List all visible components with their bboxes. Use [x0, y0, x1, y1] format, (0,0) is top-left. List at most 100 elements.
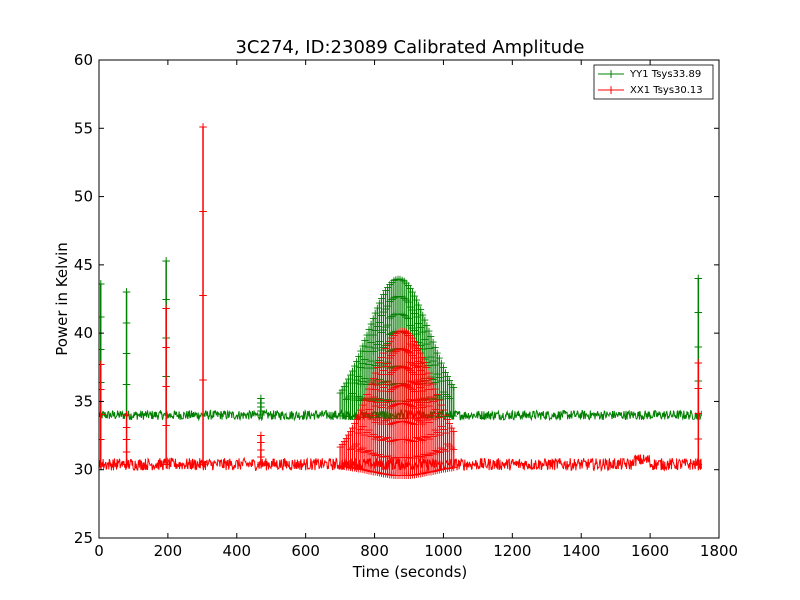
data-point-marker: + [340, 380, 349, 393]
data-point-marker: + [408, 451, 417, 464]
data-point-marker: + [414, 450, 423, 463]
data-point-marker: + [385, 335, 394, 348]
data-point-marker: + [406, 469, 415, 482]
data-point-marker: + [364, 424, 373, 437]
data-point-marker: + [441, 462, 450, 475]
data-point-marker: + [441, 444, 450, 457]
spike-marker: + [161, 254, 171, 268]
x-tick-label: 400 [222, 542, 251, 560]
data-point-marker: + [379, 323, 388, 336]
data-point-marker: + [356, 394, 365, 407]
data-point-marker: + [379, 450, 388, 463]
data-point-marker: + [346, 369, 355, 382]
data-point-marker: + [418, 401, 427, 414]
data-point-marker: + [389, 291, 398, 304]
data-point-marker: + [344, 410, 353, 423]
data-point-marker: + [429, 395, 438, 408]
data-point-marker: + [387, 469, 396, 482]
data-point-marker: + [352, 355, 361, 368]
data-point-marker: + [412, 412, 421, 425]
data-point-marker: + [426, 330, 435, 343]
y-tick-label: 25 [74, 529, 93, 547]
data-point-marker: + [360, 393, 369, 406]
data-point-marker: + [350, 410, 359, 423]
data-point-marker: + [362, 378, 371, 391]
spike-marker: + [693, 306, 703, 320]
data-point-marker: + [352, 373, 361, 386]
data-point-marker: + [371, 449, 380, 462]
legend: + YY1 Tsys33.89 + XX1 Tsys30.13 [593, 64, 714, 100]
data-point-marker: + [435, 352, 444, 365]
data-point-marker: + [364, 358, 373, 371]
data-point-marker: + [373, 431, 382, 444]
data-point-marker: + [420, 356, 429, 369]
data-point-marker: + [424, 449, 433, 462]
data-point-marker: + [398, 324, 407, 337]
y-tick-label: 45 [74, 256, 93, 274]
data-point-marker: + [358, 399, 367, 412]
data-point-marker: + [439, 443, 448, 456]
data-point-marker: + [429, 447, 438, 460]
data-point-marker: + [426, 350, 435, 363]
data-point-marker: + [352, 413, 361, 426]
data-point-marker: + [383, 338, 392, 351]
data-point-marker: + [433, 407, 442, 420]
data-point-marker: + [395, 415, 404, 428]
data-point-marker: + [379, 398, 388, 411]
data-point-marker: + [377, 434, 386, 447]
data-point-marker: + [437, 442, 446, 455]
data-point-marker: + [375, 297, 384, 310]
data-point-marker: + [400, 309, 409, 322]
data-point-marker: + [373, 466, 382, 479]
data-point-marker: + [381, 342, 390, 355]
data-point-marker: + [418, 467, 427, 480]
data-point-marker: + [375, 448, 384, 461]
data-point-marker: + [426, 447, 435, 460]
data-point-marker: + [385, 351, 394, 364]
data-point-marker: + [373, 338, 382, 351]
spike-marker: + [96, 310, 106, 324]
data-point-marker: + [398, 469, 407, 482]
data-point-marker: + [441, 408, 450, 421]
x-tick-label: 1800 [700, 542, 738, 560]
data-point-marker: + [418, 351, 427, 364]
data-point-marker: + [408, 332, 417, 345]
data-point-marker: + [360, 353, 369, 366]
x-tick-label: 1600 [631, 542, 669, 560]
data-point-marker: + [383, 431, 392, 444]
plot-area: ++++++++++++++++++++++++++++++++++++++++… [96, 120, 703, 482]
data-point-marker: + [350, 417, 359, 430]
data-point-marker: + [449, 381, 458, 394]
data-point-marker: + [346, 410, 355, 423]
data-point-marker: + [404, 398, 413, 411]
data-point-marker: + [375, 316, 384, 329]
data-point-marker: + [381, 360, 390, 373]
data-point-marker: + [420, 353, 429, 366]
data-point-marker: + [389, 274, 398, 287]
data-point-marker: + [391, 398, 400, 411]
data-point-marker: + [424, 433, 433, 446]
data-point-marker: + [364, 323, 373, 336]
legend-marker-xx1: + [606, 83, 616, 97]
data-point-marker: + [362, 407, 371, 420]
data-point-marker: + [340, 460, 349, 473]
data-point-marker: + [449, 443, 458, 456]
data-point-marker: + [449, 410, 458, 423]
data-point-marker: + [447, 461, 456, 474]
data-point-marker: + [416, 381, 425, 394]
data-point-marker: + [412, 450, 421, 463]
data-point-marker: + [426, 409, 435, 422]
data-point-marker: + [414, 432, 423, 445]
data-point-marker: + [395, 343, 404, 356]
data-point-marker: + [385, 295, 394, 308]
data-point-marker: + [371, 341, 380, 354]
data-point-marker: + [393, 433, 402, 446]
data-point-marker: + [369, 447, 378, 460]
data-point-marker: + [398, 343, 407, 356]
data-point-marker: + [354, 390, 363, 403]
data-point-marker: + [389, 309, 398, 322]
data-point-marker: + [379, 341, 388, 354]
data-point-marker: + [379, 364, 388, 377]
data-point-marker: + [422, 431, 431, 444]
data-point-marker: + [340, 435, 349, 448]
